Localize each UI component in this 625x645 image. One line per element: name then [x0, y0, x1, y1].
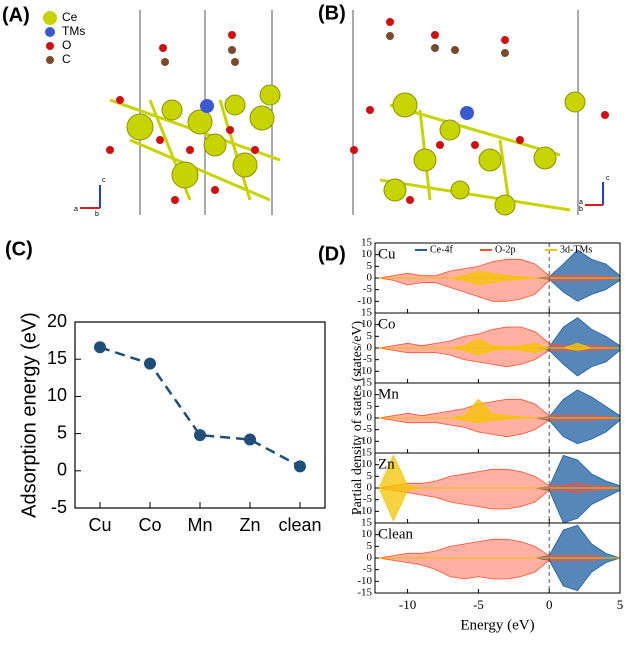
plot-frame [74, 321, 326, 509]
y-tick-label: 10 [361, 388, 373, 400]
y-tick-label: 15 [361, 377, 373, 389]
y-tick-label: -10 [357, 365, 372, 377]
x-tick-label: 0 [546, 597, 553, 612]
y-tick-label: 5 [57, 422, 67, 442]
y-tick-label: 0 [367, 272, 373, 284]
y-tick-label: -10 [357, 505, 372, 517]
y-tick-label: 10 [47, 385, 67, 405]
y-tick-label: -10 [357, 295, 372, 307]
x-axis-label: Energy (eV) [460, 617, 534, 633]
x-tick-label: Co [138, 515, 161, 535]
data-point [144, 357, 156, 370]
legend-label: O [62, 38, 71, 52]
structure-b [350, 10, 609, 216]
panel-label: (D) [318, 243, 346, 265]
pdos-area [379, 398, 621, 419]
y-tick-label: 20 [47, 311, 67, 331]
pdos-area [379, 468, 621, 489]
structure-a [43, 10, 281, 215]
panel-label: (C) [5, 238, 33, 260]
y-axis-label: Partial density of states (states/eV) [350, 320, 365, 515]
subplot-label: Clean [378, 526, 413, 542]
x-tick-label: Zn [239, 515, 260, 535]
x-tick-label: clean [278, 515, 321, 535]
x-tick-label: -5 [473, 597, 484, 612]
pdos-area [379, 417, 620, 424]
pdos-area [379, 277, 620, 286]
y-tick-label: 0 [367, 552, 373, 564]
axis-letter: c [606, 175, 610, 182]
pdos-area [378, 487, 620, 522]
legend-label: TMs [62, 24, 85, 38]
y-tick-label: -5 [51, 497, 67, 517]
y-tick-label: -5 [363, 283, 373, 295]
y-tick-label: 0 [367, 482, 373, 494]
pdos-area [379, 277, 621, 302]
y-tick-label: 0 [57, 460, 67, 480]
data-point [244, 433, 256, 446]
pdos-area [379, 326, 621, 349]
legend-label: Ce [62, 10, 78, 24]
pdos-area [379, 347, 620, 356]
y-tick-label: -5 [363, 493, 373, 505]
axis-letter: b [95, 211, 99, 218]
x-tick-label: -10 [399, 597, 416, 612]
legend-label: 3d-TMs [560, 244, 592, 255]
subplot-label: Zn [378, 456, 395, 472]
data-line [99, 346, 301, 468]
data-point [294, 460, 306, 473]
subplot-label: Cu [378, 246, 396, 262]
pdos-area [379, 557, 620, 580]
y-tick-label: 10 [361, 318, 373, 330]
y-tick-label: -5 [363, 353, 373, 365]
y-tick-label: -10 [357, 435, 372, 447]
pdos-area [379, 487, 621, 510]
y-tick-label: 0 [367, 412, 373, 424]
legend-label: C [62, 52, 71, 66]
panel-label: (A) [2, 4, 30, 26]
legend-label: O-2p [495, 244, 516, 255]
x-tick-label: Mn [187, 515, 212, 535]
pdos-area [379, 258, 621, 279]
pdos-area [379, 538, 620, 559]
y-tick-label: 5 [367, 540, 373, 552]
y-tick-label: 15 [361, 237, 373, 249]
pdos-area [379, 347, 621, 368]
y-tick-label: 15 [361, 307, 373, 319]
data-point [94, 341, 106, 354]
data-point [194, 429, 206, 442]
y-axis-label: Adsorption energy (eV) [18, 312, 40, 518]
y-tick-label: 0 [367, 342, 373, 354]
y-tick-label: -5 [363, 563, 373, 575]
y-tick-label: 5 [367, 400, 373, 412]
axis-letter: a [579, 199, 583, 206]
x-tick-label: 5 [617, 597, 624, 612]
y-tick-label: -15 [357, 587, 372, 599]
y-tick-label: 15 [361, 447, 373, 459]
pdos-area [379, 417, 621, 438]
y-tick-label: 15 [47, 348, 67, 368]
y-tick-label: 5 [367, 260, 373, 272]
panel-label: (B) [318, 2, 346, 24]
subplot-label: Mn [378, 386, 399, 402]
y-tick-label: -10 [357, 575, 372, 587]
legend-label: Ce-4f [430, 244, 453, 255]
axis-letter: b [579, 206, 583, 213]
y-tick-label: 5 [367, 330, 373, 342]
y-tick-label: 15 [361, 517, 373, 529]
y-tick-label: -5 [363, 423, 373, 435]
y-tick-label: 10 [361, 458, 373, 470]
y-tick-label: 10 [361, 528, 373, 540]
y-tick-label: 5 [367, 470, 373, 482]
subplot-label: Co [378, 316, 396, 332]
y-tick-label: 10 [361, 248, 373, 260]
x-tick-label: Cu [88, 515, 111, 535]
axis-letter: c [102, 177, 106, 184]
axis-letter: a [74, 206, 78, 213]
